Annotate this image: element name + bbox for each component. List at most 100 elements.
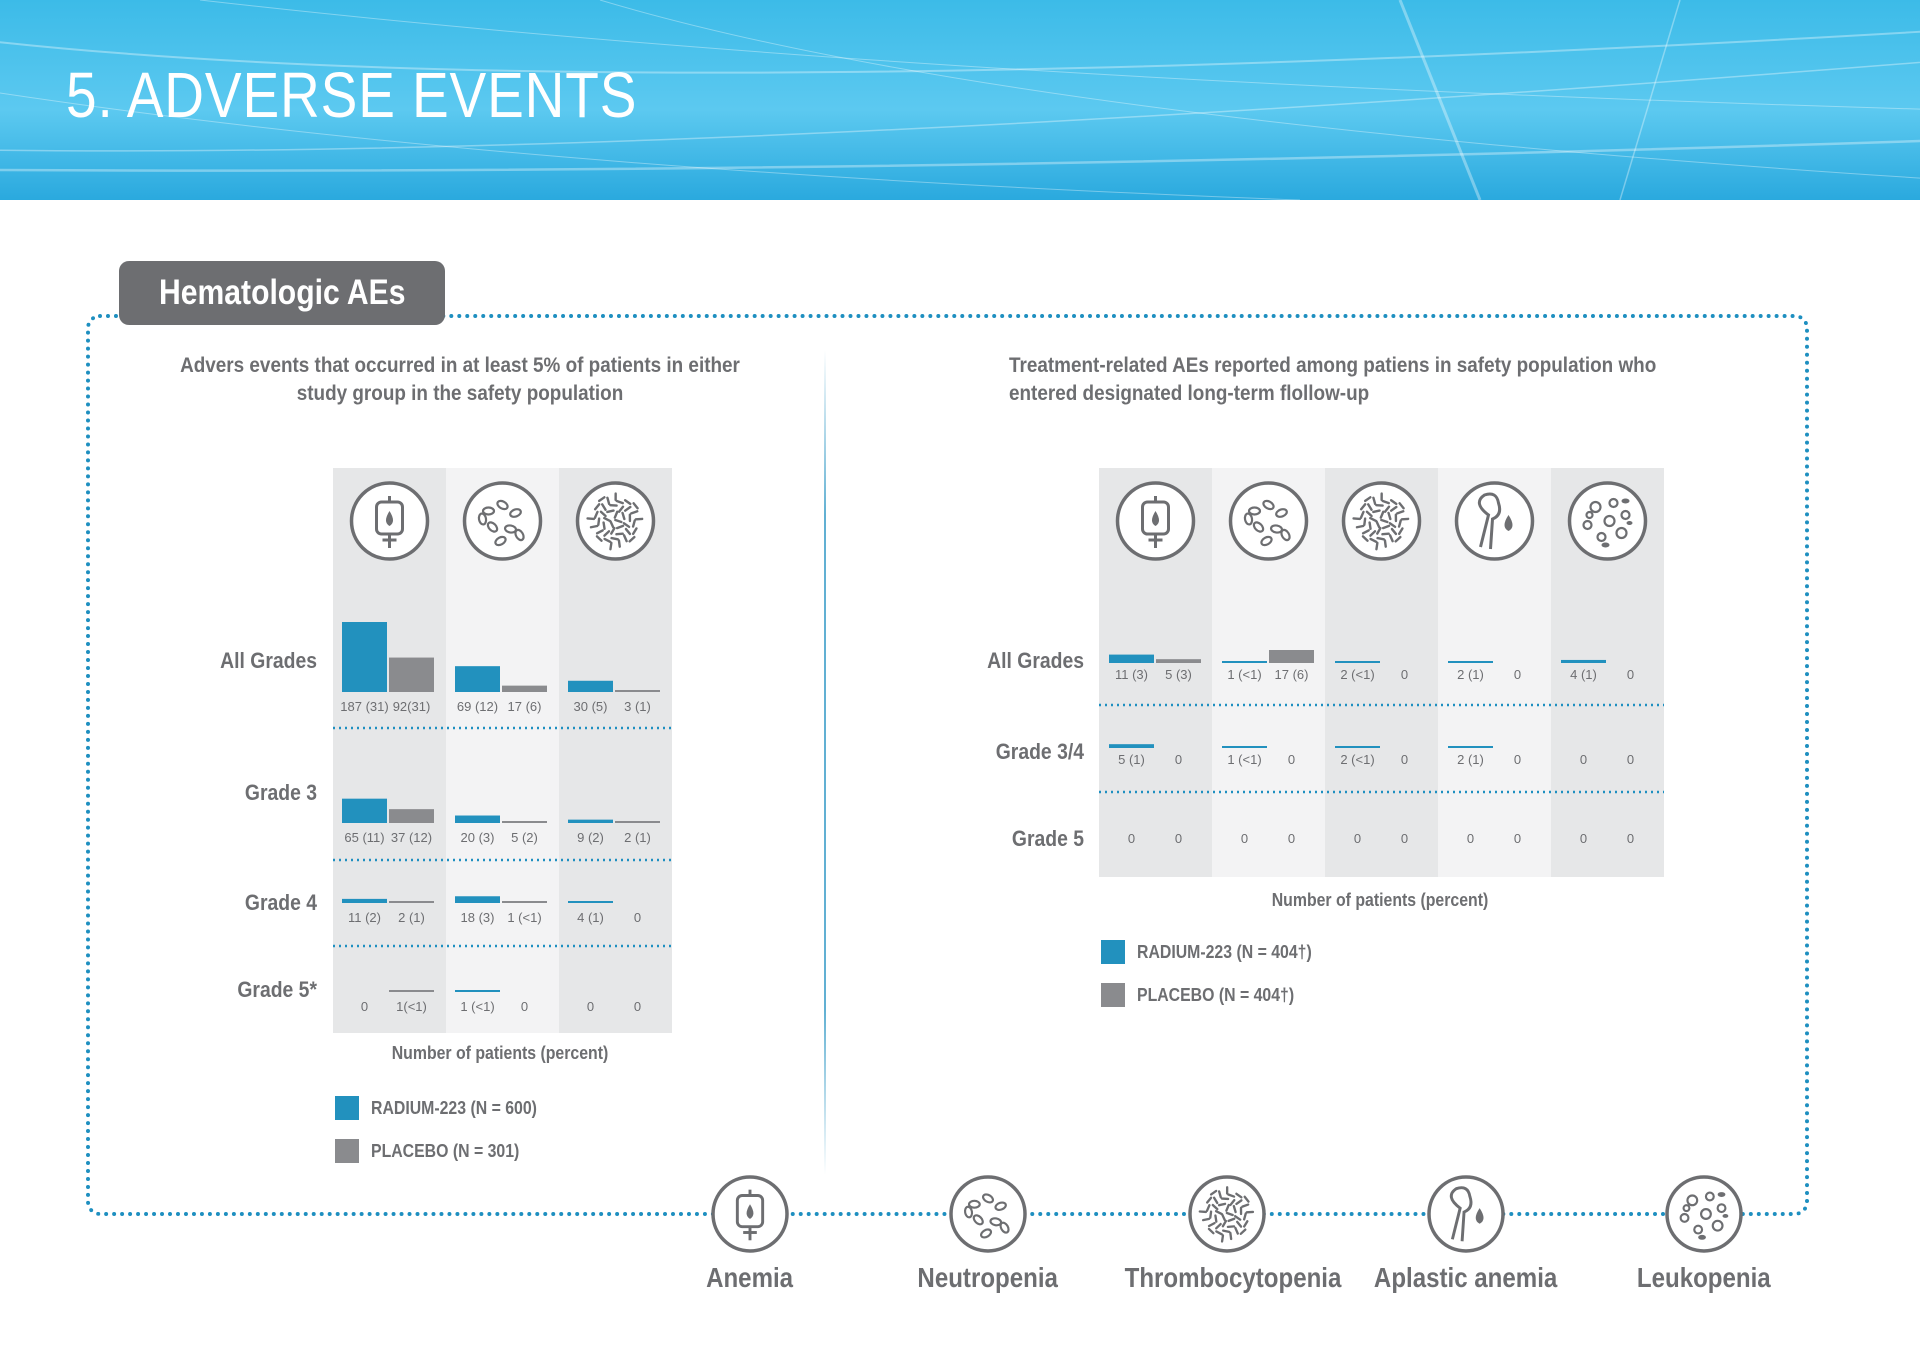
placebo-bar [1156, 659, 1201, 663]
white-blood-cells-icon [1567, 481, 1648, 561]
right-axis-caption: Number of patients (percent) [1271, 890, 1489, 910]
radium-value-label: 0 [361, 999, 368, 1014]
iv-bag-icon [349, 481, 430, 561]
neutrophil-cells-icon [949, 1175, 1027, 1253]
radium-value-label: 0 [587, 999, 594, 1014]
placebo-value-label: 0 [634, 999, 641, 1014]
radium-value-label: 5 (1) [1118, 752, 1145, 767]
placebo-value-label: 0 [1288, 752, 1295, 767]
radium-swatch [335, 1096, 359, 1120]
radium-bar [455, 990, 500, 992]
footer-label-thrombocytopenia: Thrombocytopenia [1124, 1262, 1342, 1293]
radium-bar [568, 680, 613, 692]
radium-bar [342, 798, 387, 823]
placebo-value-label: 0 [1514, 831, 1521, 846]
placebo-value-label: 17 (6) [508, 699, 542, 714]
white-blood-cells-icon [1665, 1175, 1743, 1253]
placebo-value-label: 0 [1175, 831, 1182, 846]
radium-value-label: 1 (<1) [1227, 752, 1261, 767]
placebo-value-label: 1(<1) [396, 999, 427, 1014]
placebo-value-label: 3 (1) [624, 699, 651, 714]
radium-value-label: 0 [1580, 831, 1587, 846]
left-chart-subtitle: Advers events that occurred in at least … [172, 352, 748, 408]
radium-value-label: 11 (3) [1115, 667, 1148, 682]
placebo-bar [1269, 650, 1314, 663]
placebo-bar [615, 821, 660, 823]
footer-label-leukopenia: Leukopenia [1637, 1262, 1771, 1293]
placebo-swatch [335, 1139, 359, 1163]
radium-bar [568, 819, 613, 823]
radium-bar [1561, 659, 1606, 663]
row-label: All Grades [987, 649, 1084, 673]
placebo-value-label: 92(31) [393, 699, 431, 714]
radium-bar [1222, 661, 1267, 663]
placebo-value-label: 0 [1627, 667, 1634, 682]
neutrophil-cells-icon [1228, 481, 1309, 561]
section-frame [86, 314, 1809, 1216]
placebo-bar [502, 821, 547, 823]
left-legend-placebo: PLACEBO (N = 301) [335, 1139, 540, 1163]
column-bg [559, 468, 672, 1033]
radium-value-label: 187 (31) [340, 699, 388, 714]
left-legend-radium-label: RADIUM-223 (N = 600) [371, 1097, 537, 1118]
row-label: All Grades [220, 649, 317, 673]
section-title: Hematologic AEs [158, 273, 406, 312]
left-axis-caption: Number of patients (percent) [391, 1043, 609, 1063]
placebo-value-label: 0 [1514, 667, 1521, 682]
radium-value-label: 65 (11) [344, 830, 384, 845]
radium-bar [1335, 746, 1380, 748]
right-chart-subtitle: Treatment-related AEs reported among pat… [1009, 352, 1675, 408]
radium-value-label: 1 (<1) [460, 999, 494, 1014]
platelets-icon [575, 481, 656, 561]
column-bg [333, 468, 446, 1033]
banner-streaks [0, 0, 1920, 200]
footer-label-neutropenia: Neutropenia [917, 1262, 1059, 1293]
section-title-tab: Hematologic AEs [119, 261, 445, 325]
left-legend-placebo-label: PLACEBO (N = 301) [371, 1140, 520, 1161]
placebo-value-label: 5 (3) [1165, 667, 1192, 682]
radium-value-label: 0 [1241, 831, 1248, 846]
radium-bar [455, 666, 500, 692]
row-label: Grade 5 [1012, 827, 1084, 851]
placebo-value-label: 0 [1175, 752, 1182, 767]
placebo-value-label: 2 (1) [398, 910, 425, 925]
radium-bar [1109, 744, 1154, 748]
left-subtitle-line1: Advers events that occurred in at least … [180, 354, 740, 377]
placebo-value-label: 0 [1288, 831, 1295, 846]
placebo-bar [502, 685, 547, 692]
panel-divider [824, 350, 826, 1175]
row-label: Grade 3 [245, 781, 317, 805]
radium-value-label: 0 [1128, 831, 1135, 846]
placebo-value-label: 5 (2) [511, 830, 538, 845]
placebo-value-label: 0 [1627, 752, 1634, 767]
iv-bag-icon [1115, 481, 1196, 561]
placebo-bar [389, 990, 434, 992]
left-legend-radium: RADIUM-223 (N = 600) [335, 1096, 560, 1120]
placebo-value-label: 0 [634, 910, 641, 925]
radium-bar [1335, 661, 1380, 663]
placebo-swatch [1101, 983, 1125, 1007]
placebo-bar [389, 901, 434, 903]
radium-value-label: 4 (1) [1570, 667, 1597, 682]
placebo-value-label: 1 (<1) [507, 910, 541, 925]
right-legend-radium-label: RADIUM-223 (N = 404†) [1137, 941, 1312, 962]
radium-bar [1109, 654, 1154, 663]
radium-value-label: 69 (12) [457, 699, 498, 714]
placebo-value-label: 0 [1514, 752, 1521, 767]
page-title: 5. ADVERSE EVENTS [66, 59, 638, 131]
platelets-icon [1188, 1175, 1266, 1253]
placebo-value-label: 2 (1) [624, 830, 651, 845]
bone-marrow-icon [1427, 1175, 1505, 1253]
platelets-icon [1341, 481, 1422, 561]
radium-bar [342, 898, 387, 903]
placebo-value-label: 0 [1401, 752, 1408, 767]
radium-value-label: 2 (1) [1457, 752, 1484, 767]
radium-bar [1448, 746, 1493, 748]
footer-label-anemia: Anemia [706, 1262, 794, 1293]
radium-bar [342, 622, 387, 692]
row-label: Grade 5* [237, 978, 317, 1002]
placebo-bar [389, 657, 434, 692]
radium-value-label: 4 (1) [577, 910, 604, 925]
radium-value-label: 11 (2) [348, 910, 381, 925]
